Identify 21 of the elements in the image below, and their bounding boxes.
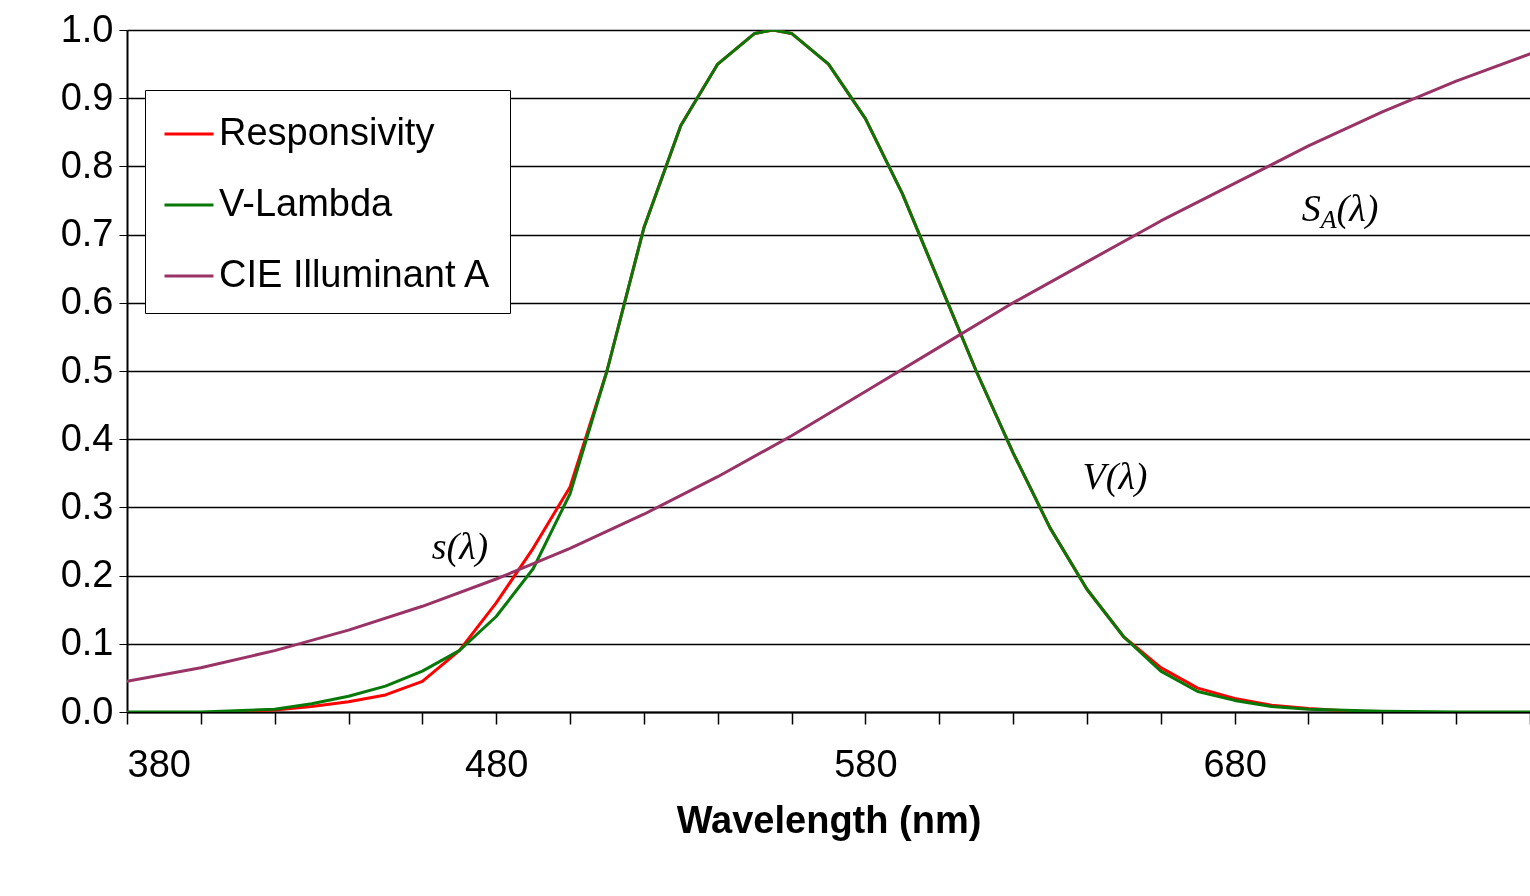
annotation: V(λ) [1082,455,1148,498]
y-tick-label: 0.7 [60,212,114,255]
y-tick-label: 0.1 [60,621,114,664]
y-tick-label: 0.8 [60,143,114,186]
annotation: s(λ) [431,525,489,568]
y-tick-label: 0.5 [60,348,114,391]
x-tick-label: 480 [465,742,529,785]
y-tick-label: 0.4 [60,416,114,459]
x-axis-title: Wavelength (nm) [676,798,982,841]
x-tick-label: 580 [834,742,898,785]
legend-label: Responsivity [219,111,435,153]
y-tick-label: 0.3 [60,484,114,527]
y-tick-label: 0.2 [60,553,114,596]
y-tick-label: 0.9 [60,75,114,118]
x-tick-label: 680 [1203,742,1267,785]
legend-label: CIE Illuminant A [219,253,490,295]
x-tick-label: 380 [127,742,191,785]
legend-label: V-Lambda [219,182,394,224]
y-tick-label: 0.6 [60,280,114,323]
y-tick-label: 1.0 [60,7,114,50]
y-tick-label: 0.0 [60,689,114,732]
